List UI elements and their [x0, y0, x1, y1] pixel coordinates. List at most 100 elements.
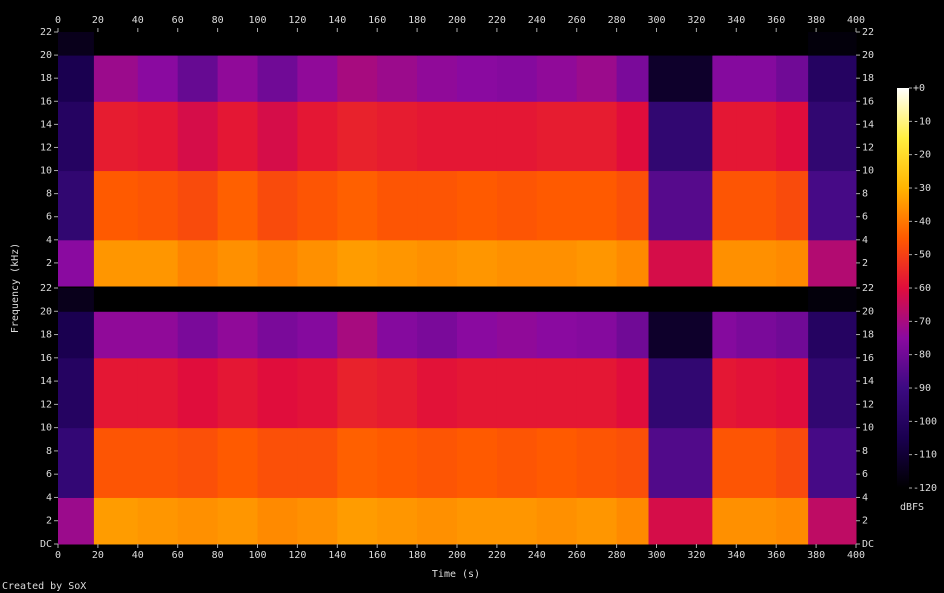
y-tick-label: 12	[40, 142, 52, 153]
spectrogram-cell	[648, 497, 713, 545]
spectrogram-cell	[576, 170, 618, 241]
spectrogram-cell	[648, 170, 713, 241]
spectrogram-cell	[377, 101, 418, 172]
spectrogram-cell	[337, 288, 378, 312]
x-tick-label: 380	[807, 15, 825, 26]
x-tick-label: 0	[55, 550, 61, 561]
y-tick-label: 8	[46, 446, 52, 457]
spectrogram-cell	[137, 288, 179, 312]
spectrogram-cell	[712, 101, 737, 172]
spectrogram-cell	[736, 239, 777, 287]
spectrogram-cell	[776, 427, 809, 498]
spectrogram-cell	[93, 170, 139, 241]
y-tick-label: 14	[40, 376, 52, 387]
spectrogram-cell	[496, 497, 538, 545]
spectrogram-cell	[377, 32, 418, 56]
spectrogram-cell	[712, 288, 737, 312]
x-tick-label: 100	[248, 15, 266, 26]
x-tick-label: 0	[55, 15, 61, 26]
spectrogram-cell	[337, 55, 378, 102]
x-axis-label: Time (s)	[432, 569, 480, 580]
spectrogram-cell	[137, 497, 179, 545]
spectrogram-cell	[712, 357, 737, 429]
spectrogram-cell	[297, 55, 338, 102]
spectrogram-cell	[536, 357, 578, 429]
colorbar-tick-label: -50	[913, 250, 931, 261]
y-tick-label: 12	[862, 142, 874, 153]
y-tick-label: 6	[46, 212, 52, 223]
spectrogram-cell	[808, 101, 857, 172]
spectrogram-cell	[576, 357, 618, 429]
spectrogram-cell	[616, 427, 650, 498]
spectrogram-cell	[337, 170, 378, 241]
spectrogram-cell	[536, 239, 578, 287]
spectrogram-cell	[736, 170, 777, 241]
y-tick-label: 6	[46, 469, 52, 480]
colorbar-tick-label: -10	[913, 116, 931, 127]
spectrogram-cell	[736, 32, 777, 56]
spectrogram-cell	[457, 497, 498, 545]
spectrogram-cell	[257, 311, 298, 359]
spectrogram-cell	[648, 357, 713, 429]
spectrogram-cell	[417, 239, 458, 287]
spectrogram-cell	[337, 101, 378, 172]
y-tick-label: 22	[862, 283, 874, 294]
spectrogram-cell	[297, 497, 338, 545]
spectrogram-cell	[736, 288, 777, 312]
spectrogram-cell	[736, 497, 777, 545]
spectrogram-cell	[93, 32, 139, 56]
colorbar-tick-label: +0	[913, 83, 925, 94]
x-tick-label: 120	[288, 550, 306, 561]
x-tick-label: 40	[132, 550, 144, 561]
spectrogram-cell	[217, 101, 258, 172]
spectrogram-cell	[536, 497, 578, 545]
y-tick-label: 14	[862, 119, 874, 130]
y-tick-label: DC	[40, 539, 52, 550]
y-tick-label: 2	[46, 258, 52, 269]
spectrogram-cell	[496, 357, 538, 429]
spectrogram-cell	[257, 32, 298, 56]
colorbar	[897, 88, 909, 488]
spectrogram-cell	[58, 427, 95, 498]
spectrogram-cell	[736, 427, 777, 498]
y-tick-label: 18	[40, 330, 52, 341]
spectrogram-cell	[712, 55, 737, 102]
spectrogram-cell	[457, 311, 498, 359]
y-tick-label: 12	[40, 399, 52, 410]
spectrogram-cell	[177, 55, 219, 102]
spectrogram-cell	[217, 497, 258, 545]
spectrogram-cell	[177, 288, 219, 312]
spectrogram-cell	[58, 101, 95, 172]
spectrogram-cell	[58, 239, 95, 287]
x-tick-label: 120	[288, 15, 306, 26]
y-tick-label: 4	[862, 492, 868, 503]
spectrogram-cell	[137, 239, 179, 287]
x-tick-label: 180	[408, 550, 426, 561]
spectrogram-cell	[496, 170, 538, 241]
spectrogram-cell	[257, 170, 298, 241]
x-tick-label: 160	[368, 550, 386, 561]
y-tick-label: DC	[862, 539, 874, 550]
y-tick-label: 6	[862, 469, 868, 480]
x-tick-label: 260	[568, 550, 586, 561]
spectrogram-cell	[808, 427, 857, 498]
colorbar-tick-label: -70	[913, 316, 931, 327]
spectrogram-cell	[177, 497, 219, 545]
y-tick-label: 10	[862, 423, 874, 434]
spectrogram-cell	[93, 357, 139, 429]
spectrogram-cell	[776, 170, 809, 241]
spectrogram-cell	[417, 55, 458, 102]
spectrogram-cell	[93, 101, 139, 172]
spectrogram-cell	[457, 32, 498, 56]
y-tick-label: 20	[862, 306, 874, 317]
spectrogram-cell	[257, 427, 298, 498]
colorbar-tick-label: -40	[913, 216, 931, 227]
spectrogram-cell	[457, 427, 498, 498]
spectrogram-cell	[377, 357, 418, 429]
spectrogram-cell	[536, 170, 578, 241]
spectrogram-cell	[137, 311, 179, 359]
spectrogram-cell	[712, 239, 737, 287]
y-tick-label: 2	[46, 516, 52, 527]
spectrogram-cell	[417, 497, 458, 545]
colorbar-tick-label: -60	[913, 283, 931, 294]
